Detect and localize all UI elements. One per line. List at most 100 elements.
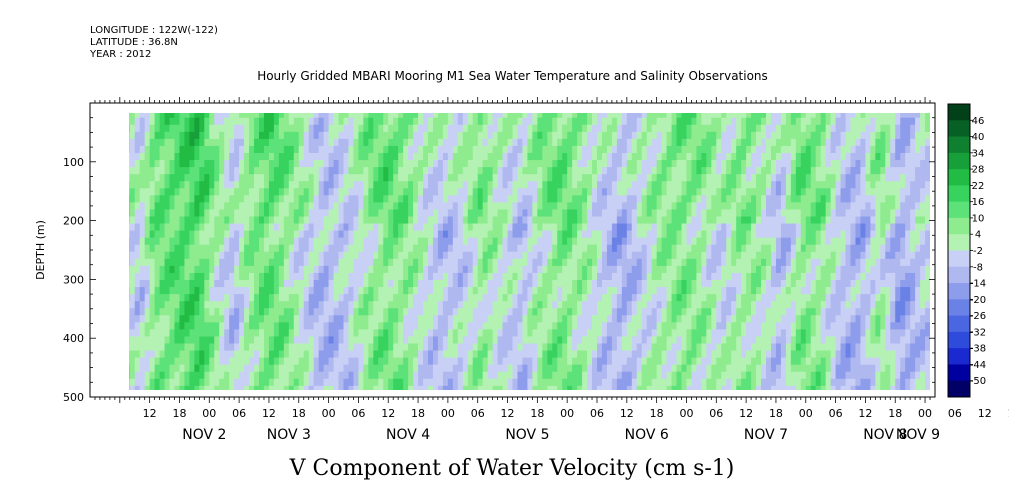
heatmap-cell [646, 167, 653, 175]
heatmap-cell [363, 209, 369, 218]
heatmap-cell [621, 371, 628, 380]
heatmap-cell [512, 301, 519, 309]
heatmap-cell [572, 181, 578, 189]
heatmap-cell [318, 364, 325, 373]
heatmap-cell [184, 152, 191, 161]
heatmap-cell [239, 279, 245, 288]
heatmap-cell [462, 113, 469, 119]
heatmap-cell [154, 272, 161, 281]
heatmap-cell [701, 138, 707, 147]
heatmap-cell [631, 202, 638, 211]
heatmap-cell [507, 124, 514, 133]
heatmap-cell [582, 174, 588, 182]
heatmap-cell [497, 124, 504, 133]
heatmap-cell [353, 113, 360, 119]
heatmap-cell [631, 160, 638, 168]
heatmap-cell [726, 272, 732, 281]
heatmap-cell [706, 124, 712, 133]
heatmap-cell [244, 167, 250, 175]
heatmap-cell [403, 138, 409, 147]
heatmap-cell [691, 308, 698, 316]
heatmap-cell [244, 357, 250, 366]
heatmap-cell [249, 167, 255, 175]
heatmap-cell [442, 160, 449, 168]
heatmap-cell [328, 364, 335, 373]
heatmap-cell [333, 237, 340, 246]
heatmap-cell [303, 350, 310, 359]
heatmap-cell [626, 279, 633, 288]
heatmap-cell [681, 181, 688, 189]
heatmap-cell [606, 294, 613, 302]
heatmap-cell [413, 209, 419, 218]
heatmap-cell [552, 124, 558, 133]
heatmap-cell [298, 145, 305, 154]
heatmap-cell [532, 195, 538, 203]
heatmap-cell [686, 181, 693, 189]
heatmap-cell [691, 113, 698, 119]
heatmap-cell [621, 265, 628, 274]
heatmap-cell [234, 371, 240, 380]
heatmap-cell [651, 138, 658, 147]
heatmap-cell [582, 343, 588, 352]
heatmap-cell [706, 138, 712, 147]
heatmap-cell [303, 385, 310, 390]
heatmap-cell [308, 329, 315, 338]
heatmap-cell [696, 181, 702, 189]
heatmap-cell [413, 265, 419, 274]
heatmap-cell [308, 251, 315, 260]
heatmap-cell [447, 265, 454, 274]
heatmap-cell [159, 378, 166, 387]
heatmap-cell [636, 385, 643, 390]
heatmap-cell [661, 329, 668, 338]
heatmap-cell [636, 174, 643, 182]
heatmap-cell [169, 343, 176, 352]
heatmap-cell [388, 209, 394, 218]
heatmap-cell [716, 138, 722, 147]
heatmap-cell [348, 343, 355, 352]
heatmap-cell [328, 244, 335, 253]
heatmap-cell [358, 287, 364, 295]
heatmap-cell [134, 195, 141, 203]
heatmap-cell [447, 145, 454, 154]
heatmap-cell [457, 294, 464, 302]
heatmap-cell [547, 216, 553, 225]
heatmap-cell [408, 223, 414, 232]
heatmap-cell [706, 237, 712, 246]
heatmap-cell [701, 357, 707, 366]
heatmap-cell [512, 287, 519, 295]
heatmap-cell [388, 364, 394, 373]
heatmap-cell [388, 336, 394, 345]
heatmap-cell [562, 117, 568, 126]
heatmap-cell [403, 315, 409, 323]
heatmap-cell [254, 343, 260, 352]
heatmap-cell [482, 138, 489, 147]
heatmap-cell [408, 145, 414, 154]
heatmap-cell [343, 188, 350, 196]
heatmap-cell [353, 322, 360, 330]
heatmap-cell [129, 160, 131, 168]
heatmap-cell [636, 378, 643, 387]
heatmap-cell [204, 216, 210, 225]
heatmap-cell [487, 329, 494, 338]
heatmap-cell [363, 145, 369, 154]
heatmap-cell [606, 265, 613, 274]
heatmap-cell [522, 160, 529, 168]
heatmap-cell [214, 343, 220, 352]
heatmap-cell [522, 195, 529, 203]
heatmap-cell [527, 279, 533, 288]
heatmap-cell [144, 188, 151, 196]
heatmap-cell [174, 315, 181, 323]
heatmap-cell [169, 350, 176, 359]
heatmap-cell [477, 174, 484, 182]
heatmap-cell [318, 371, 325, 380]
heatmap-cell [557, 315, 563, 323]
heatmap-cell [204, 343, 210, 352]
heatmap-cell [234, 181, 240, 189]
heatmap-cell [358, 343, 364, 352]
heatmap-cell [706, 350, 712, 359]
heatmap-cell [726, 308, 732, 316]
heatmap-cell [527, 251, 533, 260]
heatmap-cell [472, 329, 479, 338]
heatmap-cell [393, 378, 399, 387]
heatmap-cell [447, 378, 454, 387]
